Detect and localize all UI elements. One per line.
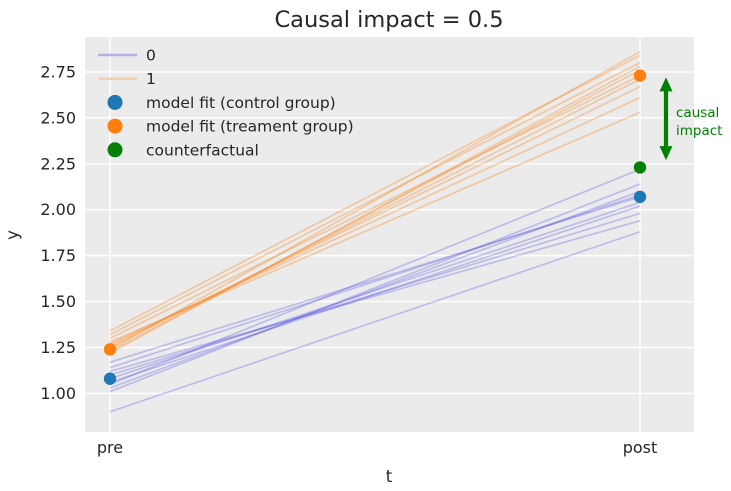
chart-title: Causal impact = 0.5 <box>274 7 503 33</box>
trajectory-line-group-1 <box>109 54 641 332</box>
arrowhead-up-icon <box>659 77 673 92</box>
y-tick-label: 1.25 <box>40 338 76 357</box>
annotation-line-2: impact <box>676 123 722 139</box>
trajectory-line-group-1 <box>109 74 641 340</box>
trajectory-line-group-1 <box>109 61 641 336</box>
marker-points-layer <box>103 69 647 385</box>
trajectory-line-group-1 <box>109 78 641 349</box>
point-pre-model-fit-treament-group- <box>103 343 117 356</box>
point-post-model-fit-treament-group- <box>633 69 647 82</box>
trajectory-line-group-0 <box>109 205 641 384</box>
trajectory-line-group-0 <box>109 168 641 386</box>
y-tick-label: 2.50 <box>40 108 76 127</box>
trajectory-line-group-0 <box>109 212 641 376</box>
legend-layer: 0 1 model fit (control group) model fit (tr… <box>98 47 354 159</box>
trajectory-line-group-0 <box>109 230 641 413</box>
trajectory-line-group-1 <box>109 50 641 351</box>
y-tick-label: 2.00 <box>40 200 76 219</box>
x-tick-label-pre: pre <box>97 438 123 457</box>
plot-background-layer <box>85 37 694 432</box>
legend-dot-sample <box>107 142 123 158</box>
trajectory-line-group-1 <box>109 65 641 354</box>
x-tick-label-post: post <box>623 438 658 457</box>
legend-label: 0 <box>146 47 156 65</box>
trajectory-line-group-1 <box>109 69 641 352</box>
series-lines-layer <box>109 50 641 413</box>
annotation-line-1: causal <box>676 105 719 121</box>
trajectory-line-group-0 <box>109 219 641 373</box>
trajectory-line-group-1 <box>109 96 641 345</box>
legend-dot-sample <box>107 118 123 134</box>
causal-impact-annotation: causal impact <box>676 105 724 139</box>
y-tick-label: 1.75 <box>40 246 76 265</box>
legend-label: 1 <box>146 70 156 88</box>
y-tick-label: 1.00 <box>40 384 76 403</box>
y-axis-label: y <box>3 230 22 240</box>
trajectory-line-group-0 <box>109 190 641 389</box>
trajectory-line-group-0 <box>109 196 641 363</box>
y-tick-label: 2.75 <box>40 62 76 81</box>
tick-label-layer: 1.00 1.25 1.50 1.75 2.00 2.25 2.50 2.75 pre post <box>40 62 657 457</box>
y-tick-label: 1.50 <box>40 292 76 311</box>
point-post-model-fit-control-group- <box>633 190 647 204</box>
point-pre-model-fit-control-group- <box>103 372 117 385</box>
x-axis-label: t <box>386 467 393 486</box>
trajectory-line-group-1 <box>109 85 641 347</box>
annotation-layer <box>659 77 673 161</box>
y-tick-label: 2.25 <box>40 154 76 173</box>
legend-dot-sample <box>107 94 123 110</box>
legend-label: model fit (treament group) <box>146 118 354 136</box>
trajectory-line-group-0 <box>109 201 641 380</box>
trajectory-line-group-0 <box>109 194 641 369</box>
legend-label: counterfactual <box>146 141 259 159</box>
point-post-counterfactual <box>633 161 647 174</box>
legend-label: model fit (control group) <box>146 94 336 112</box>
trajectory-line-group-1 <box>109 111 641 343</box>
arrowhead-down-icon <box>659 146 673 161</box>
trajectory-line-group-0 <box>109 183 641 393</box>
plot-area <box>85 37 694 432</box>
